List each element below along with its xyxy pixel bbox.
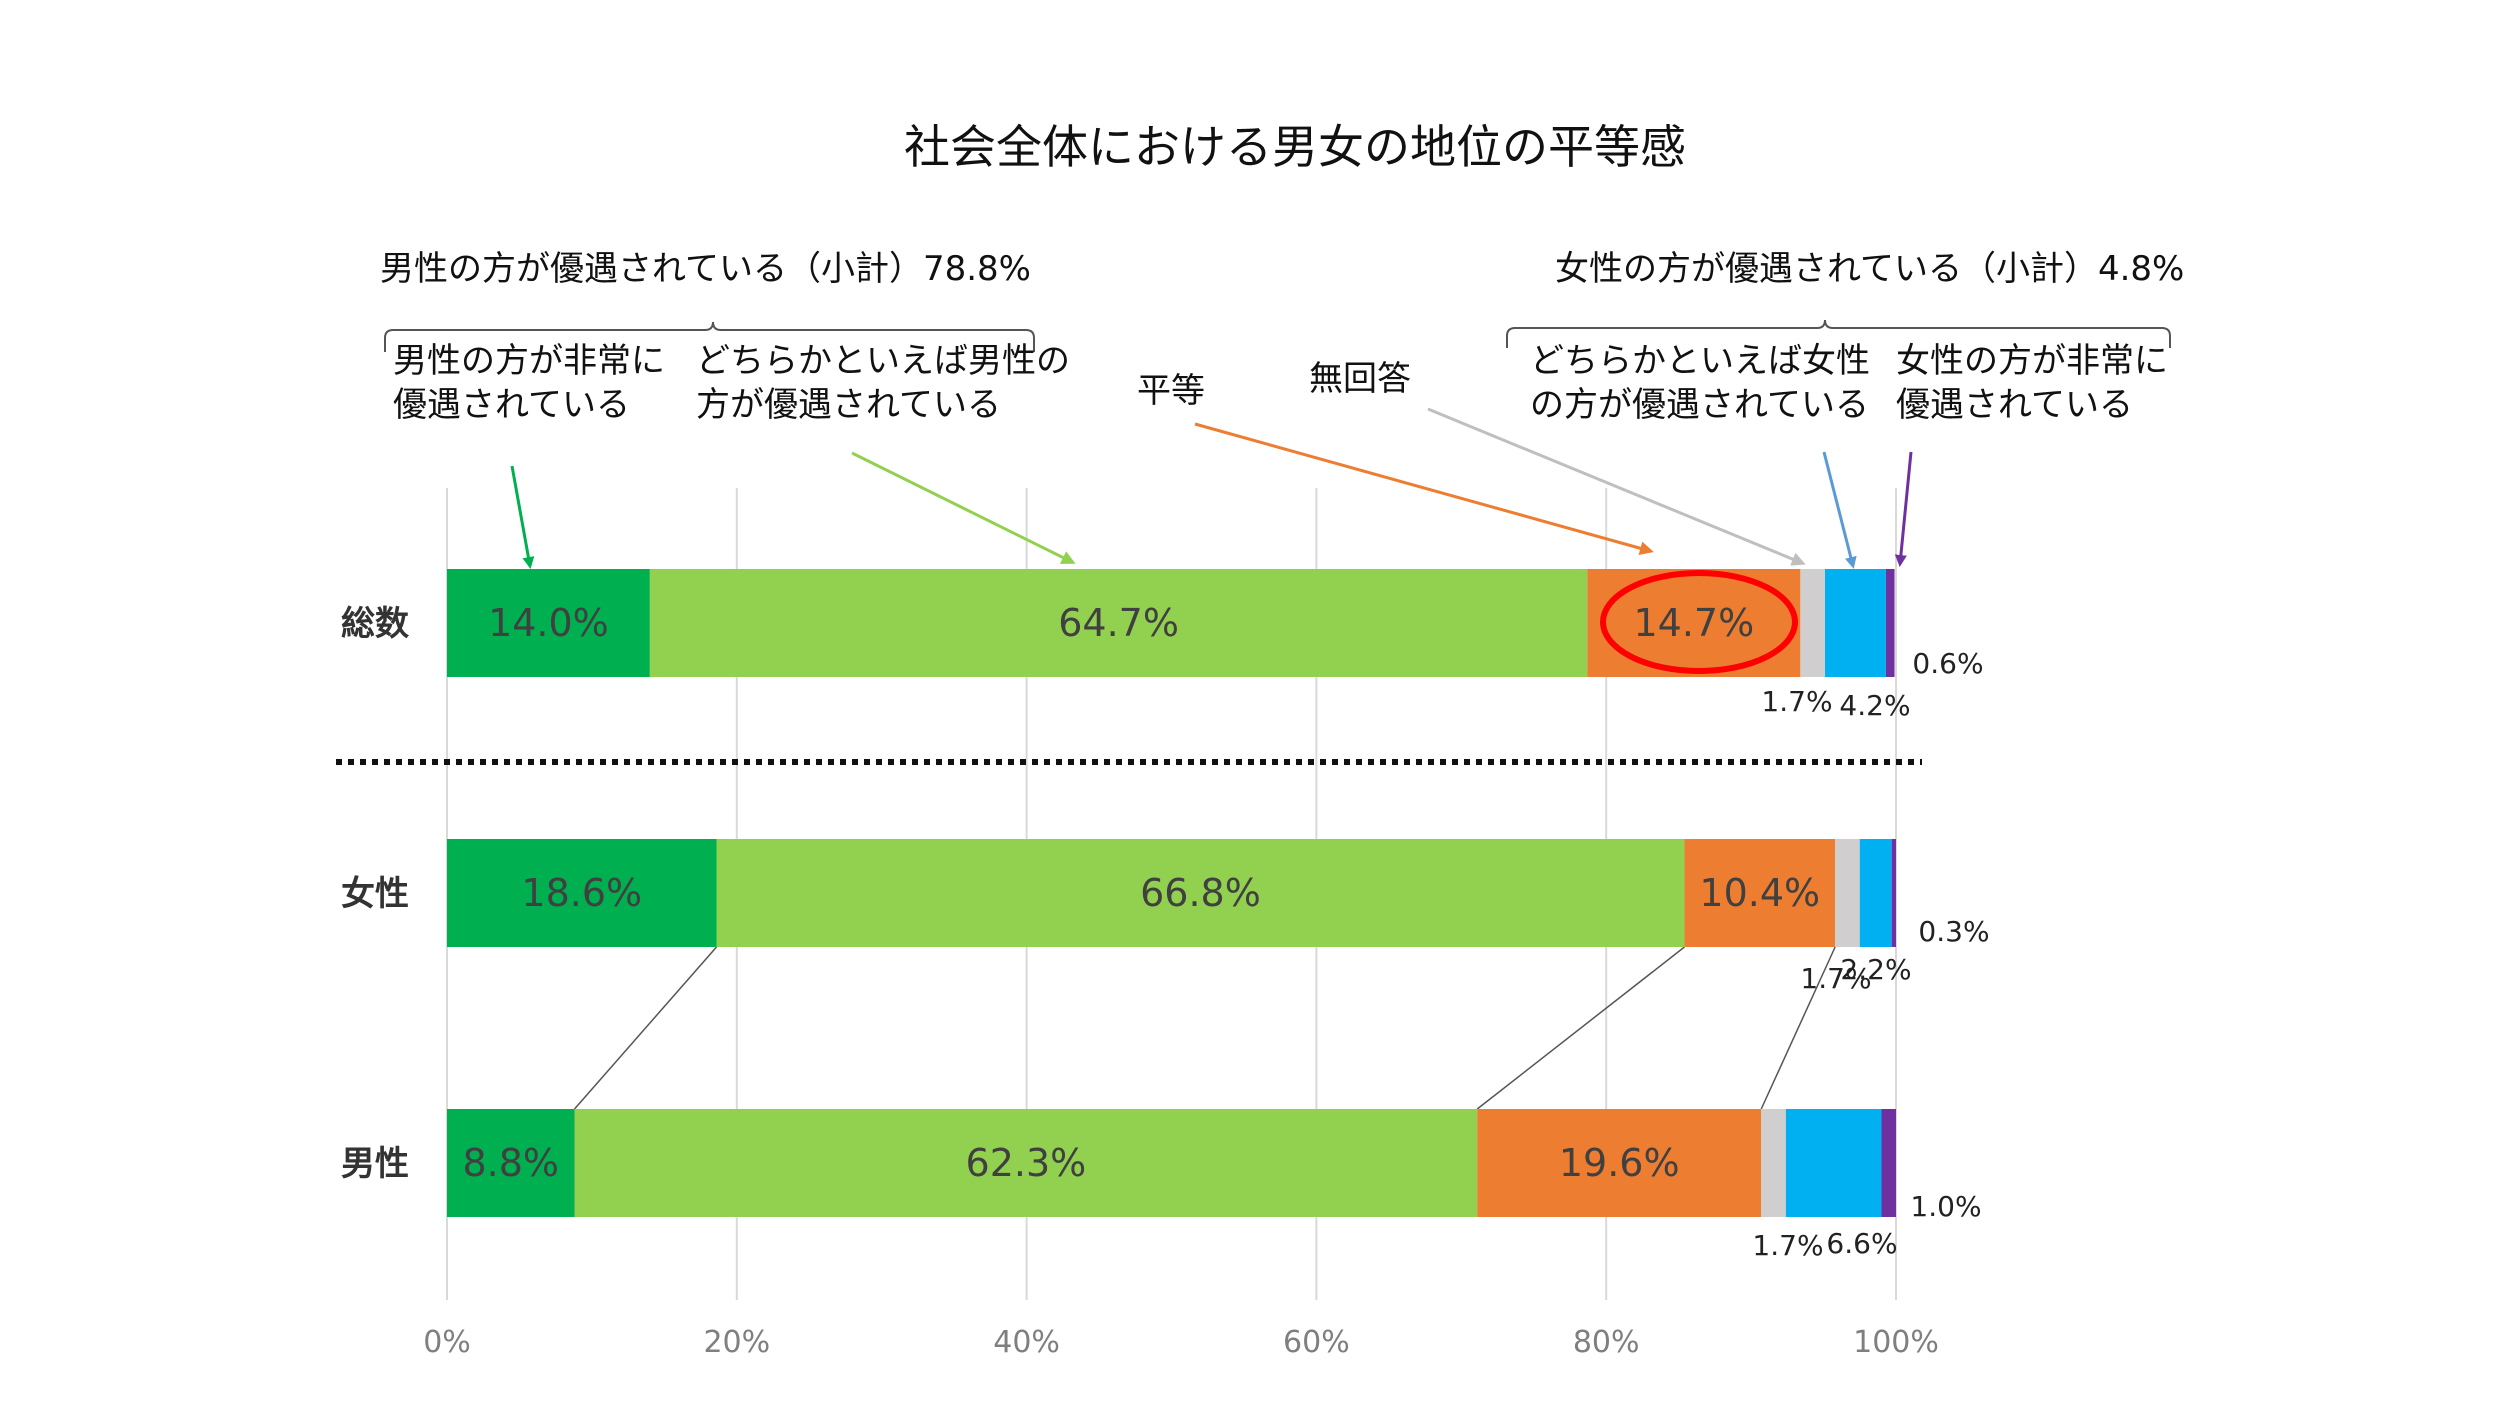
bar-segment-strong_male (447, 569, 650, 677)
bar-value-label: 14.0% (488, 601, 609, 645)
bar-value-label: 18.6% (521, 871, 642, 915)
outside-value-label-somewhat-female: 4.2% (1839, 689, 1910, 722)
highlight-ring (1600, 570, 1798, 674)
outside-value-label-no-answer: 1.7% (1761, 685, 1832, 718)
bar-value-label: 62.3% (966, 1141, 1087, 1185)
female-subtotal-label: 女性の方が優遇されている（小計）4.8% (1555, 249, 2184, 289)
bar-value-label: 66.8% (1140, 871, 1261, 915)
x-tick-label: 100% (1853, 1325, 1939, 1360)
arrow-equal (1194, 422, 1654, 556)
bar-segment-somewhat_female (1859, 839, 1892, 947)
connector-line (1760, 946, 1836, 1110)
bar-segment-strong_male (447, 839, 717, 947)
outside-value-label-no-answer: 1.7% (1800, 962, 1871, 995)
chart-title: 社会全体における男女の地位の平等感 (904, 120, 1686, 174)
arrow-somewhat-male (851, 451, 1076, 564)
male-subtotal-brace (384, 321, 1035, 352)
x-tick-label: 20% (703, 1325, 770, 1360)
arrow-strong-female (1894, 451, 1913, 567)
outside-value-label-strong-female: 0.3% (1918, 915, 1989, 948)
x-tick-label: 0% (423, 1325, 471, 1360)
category-label: 総数 (341, 604, 409, 644)
outside-value-labels: 1.7% 4.2%0.6%1.7%2.2%0.3%1.7% 6.6%1.0% (1752, 647, 1989, 1262)
bar-segment-strong_male (447, 1109, 575, 1217)
bar-segment-strong_female (1881, 1109, 1896, 1217)
x-tick-label: 60% (1283, 1325, 1350, 1360)
female-subtotal-brace (1506, 319, 2171, 348)
bar-segment-somewhat_female (1824, 569, 1886, 677)
bar-value-label: 64.7% (1058, 601, 1179, 645)
stacked-bars (447, 569, 1896, 1217)
bar-value-label: 19.6% (1559, 1141, 1680, 1185)
callout-strong-male: 男性の方が非常に 優遇されている (393, 341, 676, 425)
callout-strong-female: 女性の方が非常に 優遇されている (1896, 341, 2179, 425)
callout-no-answer: 無回答 (1309, 359, 1411, 399)
connector-line (1476, 946, 1685, 1110)
bar-segment-somewhat_male (716, 839, 1685, 947)
callout-somewhat-male: どちらかといえば男性の 方が優遇されている (696, 341, 1081, 425)
outside-value-label-somewhat-female: 2.2% (1840, 953, 1911, 986)
outside-value-label-somewhat-female: 6.6% (1826, 1227, 1897, 1260)
arrow-strong-male (510, 465, 535, 569)
x-tick-label: 80% (1573, 1325, 1640, 1360)
bar-segment-somewhat_male (574, 1109, 1478, 1217)
bar-segment-no_answer (1835, 839, 1860, 947)
category-label: 女性 (341, 874, 409, 914)
bar-segment-no_answer (1800, 569, 1825, 677)
x-tick-label: 40% (993, 1325, 1060, 1360)
inside-value-labels: 14.0% 64.7% 14.7% 18.6% 66.8% 10.4% 8.8% 62.3% 1… (462, 601, 1820, 1185)
outside-value-label-strong-female: 0.6% (1912, 647, 1983, 680)
outside-value-label-no-answer: 1.7% (1752, 1229, 1823, 1262)
bar-segment-no_answer (1761, 1109, 1786, 1217)
bar-value-label: 8.8% (462, 1141, 559, 1185)
bar-connector-lines (573, 946, 1836, 1110)
bar-segment-strong_female (1891, 839, 1896, 947)
bar-segment-equal (1684, 839, 1836, 947)
arrow-somewhat-female (1822, 451, 1857, 569)
bar-segment-strong_female (1885, 569, 1895, 677)
x-axis-ticks: 0% 20% 40% 60% 80% 100% (423, 1325, 1939, 1360)
connector-line (573, 946, 718, 1110)
callout-equal: 平等 (1137, 371, 1205, 411)
bar-segment-equal (1477, 1109, 1762, 1217)
outside-value-label-strong-female: 1.0% (1910, 1190, 1981, 1223)
bar-segment-somewhat_female (1785, 1109, 1882, 1217)
bar-segment-somewhat_male (649, 569, 1588, 677)
male-subtotal-label: 男性の方が優遇されている（小計）78.8% (380, 249, 1031, 289)
category-label: 男性 (341, 1144, 409, 1184)
arrow-no-answer (1427, 407, 1806, 566)
bar-value-label: 14.7% (1634, 601, 1755, 645)
callout-somewhat-female: どちらかといえば女性 の方が優遇されている (1530, 341, 1881, 425)
bar-value-label: 10.4% (1699, 871, 1820, 915)
